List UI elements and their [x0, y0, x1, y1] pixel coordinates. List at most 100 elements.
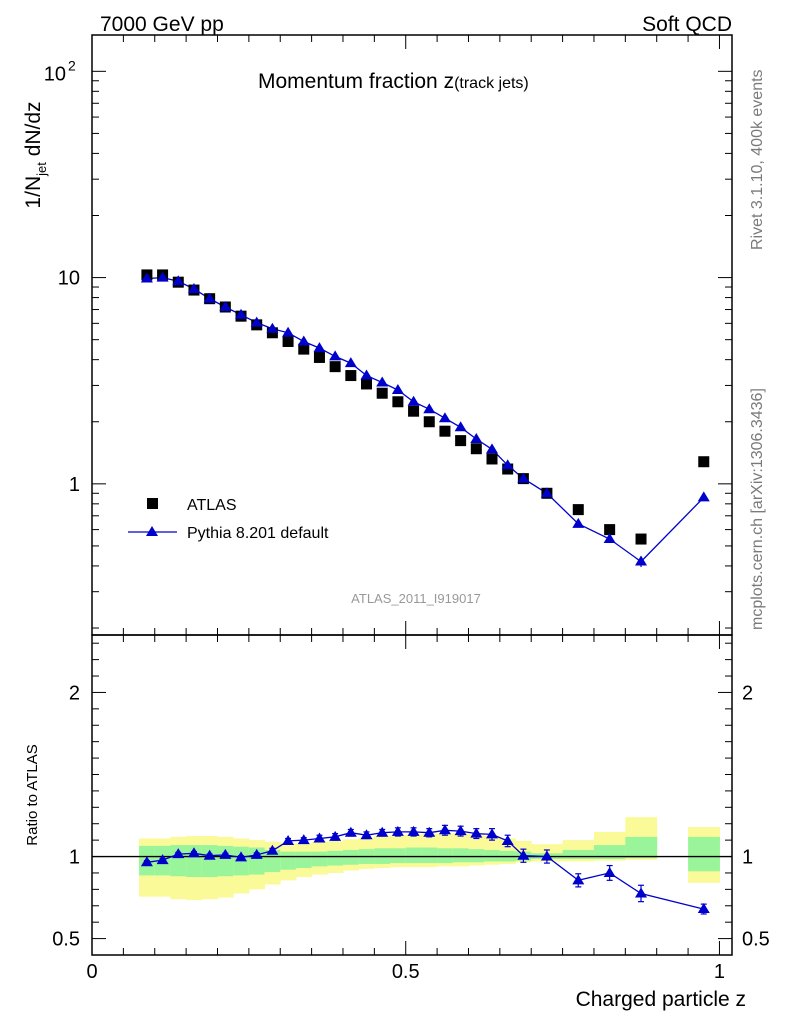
ratio-pythia-point: [250, 848, 263, 859]
ratio-pythia-point: [172, 848, 185, 859]
ratio-pythia-point: [423, 826, 436, 837]
atlas-point: [329, 361, 341, 373]
atlas-point: [345, 370, 357, 382]
ratio-pythia-point: [438, 824, 451, 835]
ratio-pythia-point: [697, 903, 710, 914]
ratio-pythia-point: [187, 847, 200, 858]
x-tick-label: 1: [714, 961, 725, 983]
atlas-point: [313, 351, 325, 363]
pythia-point: [360, 369, 373, 380]
ratio-uncertainty-bands: [139, 817, 720, 901]
green-band-segment: [484, 849, 501, 862]
pythia-point: [501, 459, 514, 470]
atlas-point: [698, 456, 710, 468]
pythia-point: [313, 342, 326, 353]
pythia-point: [219, 301, 232, 312]
pythia-point: [603, 533, 616, 544]
pythia-point: [172, 275, 185, 286]
green-band-segment: [390, 848, 407, 864]
pythia-point: [572, 517, 585, 528]
pythia-point: [140, 272, 153, 283]
pythia-point: [423, 403, 436, 414]
ratio-panel-data: [140, 824, 710, 915]
y-tick-label-exponent: 2: [68, 57, 76, 73]
pythia-point: [329, 350, 342, 361]
atlas-point: [361, 378, 373, 390]
pythia-point: [282, 326, 295, 337]
pythia-point: [156, 271, 169, 282]
green-band-segment: [468, 849, 485, 863]
main-y-axis-label: 1/Njet dN/dz: [22, 101, 49, 208]
green-band-segment: [625, 836, 658, 859]
ratio-pythia-point: [297, 834, 310, 845]
ratio-pythia-point: [407, 825, 420, 836]
legend-pythia-label: Pythia 8.201 default: [187, 525, 329, 542]
atlas-point: [266, 327, 278, 339]
pythia-point: [344, 357, 357, 368]
green-band-segment: [437, 848, 454, 864]
ratio-pythia-point: [572, 874, 585, 885]
pythia-point: [407, 395, 420, 406]
pythia-point: [454, 421, 467, 432]
ratio-panel: 0.5 0.5 1 1 2 2 0 0.5 1 Ratio to ATLAS Charged p…: [24, 634, 770, 1011]
green-band-segment: [264, 849, 281, 873]
green-band-segment: [452, 848, 469, 863]
ratio-y-tick-label-right: 2: [742, 682, 753, 704]
legend-atlas-label: ATLAS: [187, 497, 237, 514]
pythia-point: [235, 308, 248, 319]
green-band-segment: [342, 849, 360, 865]
pythia-point: [635, 555, 648, 566]
ratio-pythia-point: [470, 827, 483, 838]
green-band-segment: [170, 845, 187, 877]
ratio-pythia-point: [344, 826, 357, 837]
x-tick-label: 0.5: [392, 961, 420, 983]
atlas-point: [408, 405, 420, 417]
ratio-panel-frame: [91, 634, 733, 956]
ratio-pythia-point: [282, 834, 295, 845]
pythia-point: [376, 376, 389, 387]
ratio-pythia-point: [603, 866, 616, 877]
ratio-pythia-point: [486, 828, 498, 839]
green-band-segment: [421, 847, 438, 864]
atlas-point: [376, 387, 388, 399]
pythia-point: [297, 335, 310, 346]
analysis-tag: ATLAS_2011_I919017: [351, 591, 481, 606]
ratio-pythia-point: [540, 850, 553, 861]
green-band-segment: [688, 836, 720, 872]
ratio-y-tick-label: 1: [69, 847, 80, 869]
atlas-point: [423, 416, 435, 428]
green-band-segment: [217, 845, 234, 877]
source-reference-label: mcplots.cern.ch [arXiv:1306.3436]: [749, 388, 766, 630]
atlas-point: [572, 504, 584, 516]
green-band-segment: [593, 845, 626, 859]
ratio-pythia-point: [329, 830, 342, 841]
green-band-segment: [280, 851, 297, 870]
x-axis-label: Charged particle z: [576, 988, 746, 1011]
ratio-y-tick-label: 0.5: [52, 929, 80, 951]
main-title: Momentum fraction z(track jets): [258, 70, 529, 93]
ratio-pythia-point: [635, 887, 648, 898]
atlas-point: [604, 524, 616, 536]
main-panel-frame: [91, 34, 733, 636]
ratio-pythia-point: [313, 832, 326, 843]
pythia-point: [697, 491, 710, 502]
green-band-segment: [201, 845, 218, 878]
pythia-point: [266, 322, 279, 333]
green-band-segment: [295, 851, 313, 869]
ratio-pythia-point: [517, 849, 530, 860]
y-tick-label: 10: [44, 63, 66, 85]
atlas-point: [635, 533, 647, 545]
legend-atlas-marker: [147, 498, 158, 509]
green-band-segment: [405, 847, 422, 864]
pythia-point: [470, 432, 483, 443]
atlas-point: [470, 443, 482, 455]
pythia-point: [203, 292, 216, 303]
pythia-point: [438, 412, 451, 423]
ratio-pythia-point: [454, 825, 467, 836]
ratio-pythia-point: [376, 826, 389, 837]
ratio-pythia-point: [219, 848, 232, 859]
ratio-pythia-point: [235, 851, 248, 862]
ratio-y-tick-label-right: 1: [742, 847, 753, 869]
